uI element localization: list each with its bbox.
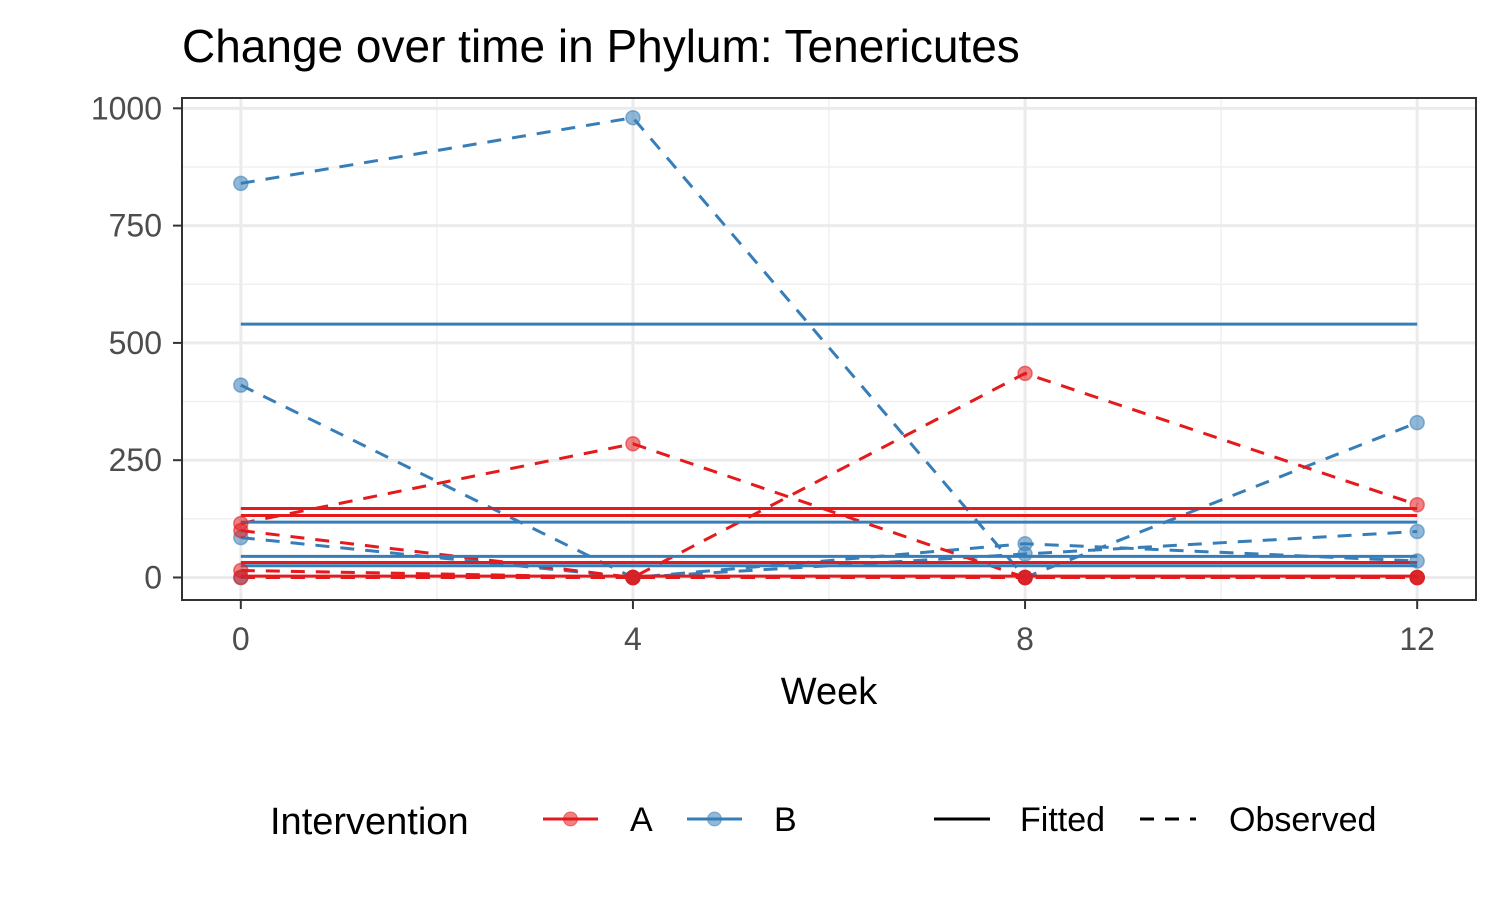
data-point-a <box>625 569 641 586</box>
data-point-b <box>625 109 641 126</box>
data-point-b <box>233 377 249 393</box>
data-point-a <box>625 436 641 452</box>
observed-line-b <box>240 530 1418 579</box>
y-tick-label: 750 <box>109 208 162 244</box>
data-point-a <box>233 522 249 539</box>
observed-line-b <box>240 116 1418 580</box>
data-point-b <box>1409 523 1425 540</box>
legend-label-a: A <box>630 801 653 839</box>
data-point-a <box>1409 497 1425 513</box>
data-point-a <box>1409 569 1425 586</box>
series-layer <box>240 116 1418 580</box>
y-tick-label: 1000 <box>91 90 162 126</box>
legend-key-a <box>543 811 598 827</box>
legend-key-b <box>687 811 742 827</box>
x-tick-label: 8 <box>1016 621 1034 657</box>
observed-line-b <box>240 383 1418 580</box>
data-point-a <box>233 569 249 586</box>
legend-label-observed: Observed <box>1229 801 1376 839</box>
points-layer <box>233 109 1425 586</box>
data-point-a <box>1017 365 1033 382</box>
y-tick-label: 500 <box>109 325 162 361</box>
x-tick-label: 4 <box>624 621 642 657</box>
legend-title: Intervention <box>270 801 469 843</box>
x-axis-title: Week <box>781 671 878 713</box>
x-tick-label: 0 <box>232 621 250 657</box>
data-point-b <box>1017 546 1033 562</box>
y-tick-label: 250 <box>109 442 162 478</box>
y-axis: 0 250 500 750 1000 <box>91 90 182 595</box>
panel-border <box>181 97 1477 601</box>
y-tick-label: 0 <box>144 559 162 595</box>
chart-title: Change over time in Phylum: Tenericutes <box>182 20 1020 72</box>
x-axis: 0 4 8 12 <box>232 600 1435 657</box>
x-tick-label: 12 <box>1399 621 1435 657</box>
legend-label-fitted: Fitted <box>1020 801 1105 839</box>
legend-label-b: B <box>774 801 797 839</box>
data-point-b <box>1409 414 1425 431</box>
legend: Intervention A B Fitted Observed <box>270 801 1376 843</box>
data-point-a <box>1017 569 1033 586</box>
data-point-b <box>1409 553 1425 569</box>
data-point-b <box>233 175 249 192</box>
